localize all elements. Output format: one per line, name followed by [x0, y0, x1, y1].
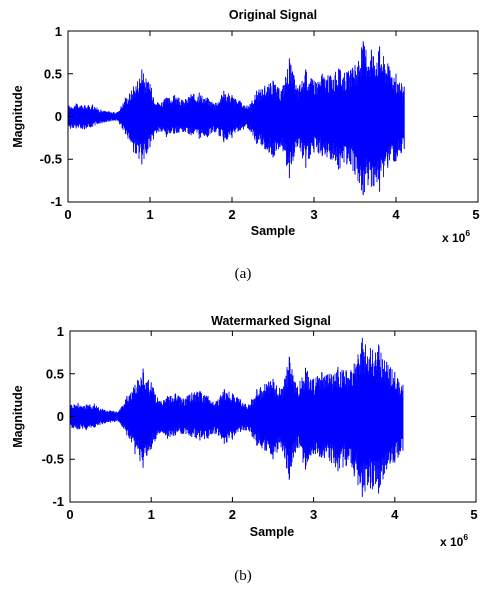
chart-b: Watermarked Signal 0 1 2 3 4 5 Sample x …	[11, 314, 478, 584]
chart-b-y-axis: 1 0.5 0 -0.5 -1 Magnitude	[11, 324, 476, 509]
chart-a-y-tick-label: 0.5	[44, 67, 62, 82]
chart-a-y-axis-label: Magnitude	[11, 85, 25, 148]
chart-b-x-scale-base: x 10	[440, 535, 464, 549]
chart-b-x-tick-label: 0	[66, 507, 73, 522]
chart-a-waveform	[67, 41, 405, 196]
chart-b-x-tick-label: 4	[391, 507, 399, 522]
chart-b-y-tick-label: 0	[57, 409, 64, 424]
chart-a-y-tick-label: 0	[55, 109, 62, 124]
chart-b-x-axis-label: Sample	[250, 525, 295, 539]
chart-b-y-tick-label: 0.5	[46, 367, 64, 382]
chart-b-x-tick-label: 1	[148, 507, 155, 522]
chart-a-x-scale-multiplier: x 106	[442, 228, 470, 245]
chart-b-waveform	[69, 337, 404, 497]
waveform-stroke	[67, 43, 405, 194]
chart-a-x-scale-base: x 10	[442, 231, 466, 245]
chart-a-x-tick-label: 5	[472, 207, 479, 222]
chart-a-y-tick-label: -0.5	[40, 152, 62, 167]
chart-b-x-tick-label: 2	[229, 507, 236, 522]
chart-b-x-tick-label: 5	[470, 507, 477, 522]
chart-b-x-scale-exponent: 6	[463, 532, 468, 542]
chart-a: Original Signal 0 1 2 3 4 5 Sample x 106	[11, 8, 480, 282]
chart-a-x-scale-exponent: 6	[465, 228, 470, 238]
chart-b-caption: (b)	[234, 568, 252, 584]
chart-a-x-tick-label: 1	[146, 207, 153, 222]
chart-b-y-axis-label: Magnitude	[11, 385, 25, 448]
chart-a-x-tick-label: 4	[392, 207, 400, 222]
chart-a-x-tick-label: 3	[310, 207, 317, 222]
chart-a-title: Original Signal	[229, 8, 317, 22]
chart-b-title: Watermarked Signal	[211, 314, 331, 328]
chart-b-x-tick-label: 3	[310, 507, 317, 522]
chart-a-y-tick-label: -1	[50, 194, 62, 209]
chart-b-y-tick-label: -1	[52, 494, 64, 509]
chart-a-x-tick-label: 2	[228, 207, 235, 222]
waveform-stroke	[69, 342, 403, 492]
chart-b-x-axis: 0 1 2 3 4 5 Sample x 106	[66, 331, 478, 549]
chart-a-y-axis: 1 0.5 0 -0.5 -1 Magnitude	[11, 24, 478, 209]
chart-a-x-axis: 0 1 2 3 4 5 Sample x 106	[64, 31, 480, 245]
chart-b-y-tick-label: 1	[57, 324, 64, 339]
chart-b-x-scale-multiplier: x 106	[440, 532, 468, 549]
chart-a-x-axis-label: Sample	[251, 224, 296, 238]
chart-a-x-tick-label: 0	[64, 207, 71, 222]
chart-a-caption: (a)	[235, 266, 252, 282]
chart-b-y-tick-label: -0.5	[42, 452, 64, 467]
chart-a-y-tick-label: 1	[55, 24, 62, 39]
